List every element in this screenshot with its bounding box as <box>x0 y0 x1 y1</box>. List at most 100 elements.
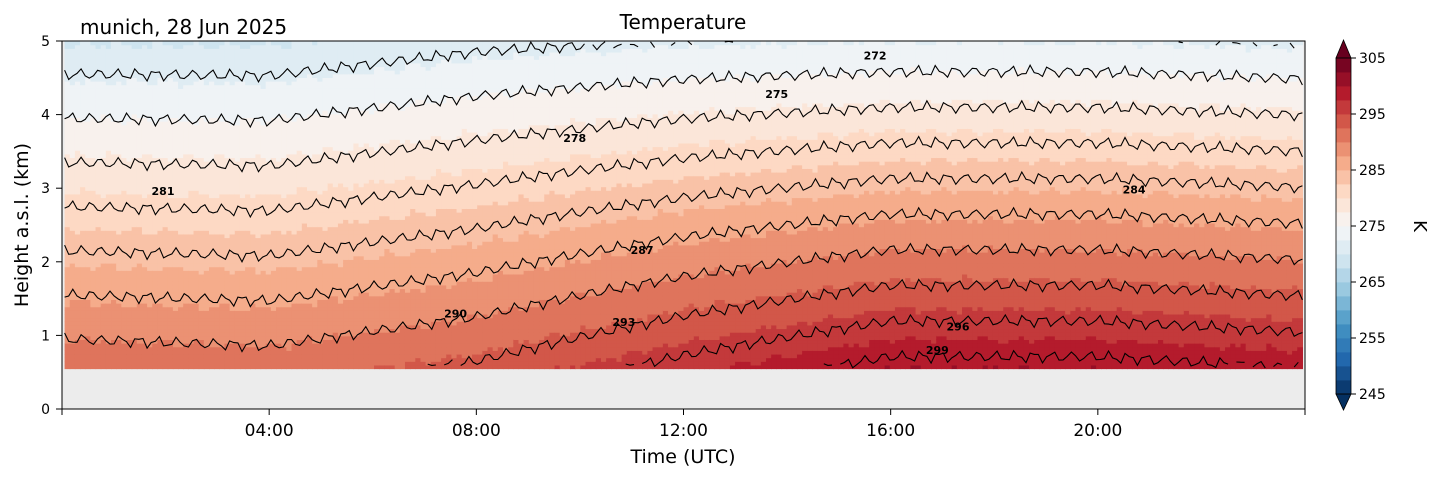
heatmap-cell <box>327 121 334 126</box>
heatmap-cell <box>157 190 164 195</box>
heatmap-cell <box>178 91 184 97</box>
heatmap-cell <box>85 146 91 151</box>
heatmap-cell <box>183 270 189 275</box>
heatmap-cell <box>327 262 334 268</box>
heatmap-cell <box>152 266 159 271</box>
heatmap-cell <box>167 255 174 260</box>
heatmap-cell <box>147 237 153 242</box>
heatmap-cell <box>193 135 200 140</box>
heatmap-cell <box>307 84 313 89</box>
heatmap-cell <box>198 273 205 279</box>
heatmap-cell <box>85 237 91 242</box>
heatmap-cell <box>141 95 148 100</box>
heatmap-cell <box>172 142 179 148</box>
heatmap-cell <box>157 252 164 257</box>
heatmap-cell <box>229 44 236 49</box>
heatmap-cell <box>203 193 210 199</box>
heatmap-cell <box>332 346 339 351</box>
heatmap-cell <box>90 212 97 217</box>
heatmap-cell <box>214 161 220 166</box>
heatmap-cell <box>80 182 86 188</box>
heatmap-cell <box>64 186 71 191</box>
heatmap-cell <box>229 295 236 300</box>
heatmap-cell <box>276 324 282 330</box>
heatmap-cell <box>198 157 205 162</box>
heatmap-cell <box>343 273 349 279</box>
heatmap-cell <box>167 121 174 126</box>
heatmap-cell <box>307 277 313 282</box>
heatmap-cell <box>337 48 344 53</box>
heatmap-cell <box>80 343 86 348</box>
heatmap-cell <box>80 91 86 97</box>
heatmap-cell <box>296 346 303 351</box>
heatmap-cell <box>245 237 251 242</box>
heatmap-cell <box>141 117 148 122</box>
heatmap-cell <box>147 124 153 129</box>
heatmap-cell <box>136 157 143 162</box>
heatmap-cell <box>116 124 122 129</box>
heatmap-cell <box>131 266 138 271</box>
heatmap-cell <box>219 230 226 235</box>
heatmap-cell <box>74 270 81 275</box>
heatmap-cell <box>327 106 334 111</box>
heatmap-cell <box>229 201 236 206</box>
heatmap-cell <box>126 241 133 246</box>
heatmap-cell <box>296 332 303 337</box>
heatmap-cell <box>332 84 339 89</box>
heatmap-cell <box>162 128 169 133</box>
heatmap-cell <box>188 215 195 220</box>
heatmap-cell <box>90 84 97 89</box>
heatmap-cell <box>317 106 324 111</box>
heatmap-cell <box>219 164 226 169</box>
heatmap-cell <box>183 208 189 213</box>
heatmap-cell <box>229 128 236 133</box>
heatmap-cell <box>260 324 267 330</box>
heatmap-cell <box>348 364 355 370</box>
heatmap-cell <box>162 277 169 282</box>
heatmap-cell <box>270 179 277 184</box>
heatmap-cell <box>312 186 318 191</box>
heatmap-cell <box>100 48 107 53</box>
heatmap-cell <box>224 128 231 133</box>
heatmap-cell <box>307 41 313 46</box>
heatmap-cell <box>239 164 246 169</box>
heatmap-cell <box>172 241 179 246</box>
heatmap-cell <box>90 219 97 224</box>
heatmap-cell <box>167 62 174 68</box>
heatmap-cell <box>322 59 329 64</box>
heatmap-cell <box>188 303 195 308</box>
heatmap-cell <box>126 135 133 140</box>
heatmap-cell <box>307 113 313 119</box>
heatmap-cell <box>276 259 282 264</box>
heatmap-cell <box>136 161 143 166</box>
heatmap-cell <box>69 131 76 137</box>
heatmap-cell <box>332 135 339 140</box>
heatmap-cell <box>291 201 298 206</box>
heatmap-cell <box>74 44 81 49</box>
heatmap-cell <box>193 201 200 206</box>
heatmap-cell <box>260 73 267 78</box>
heatmap-cell <box>327 113 334 119</box>
heatmap-cell <box>167 88 174 93</box>
heatmap-cell <box>100 70 107 75</box>
heatmap-cell <box>260 364 267 370</box>
heatmap-cell <box>219 190 226 195</box>
heatmap-cell <box>121 324 128 330</box>
heatmap-cell <box>281 81 287 86</box>
heatmap-cell <box>327 248 334 253</box>
heatmap-cell <box>281 48 287 53</box>
heatmap-cell <box>307 117 313 122</box>
heatmap-cell <box>307 270 313 275</box>
heatmap-cell <box>307 339 313 344</box>
heatmap-cell <box>307 292 313 297</box>
heatmap-cell <box>147 182 153 188</box>
heatmap-cell <box>322 281 329 286</box>
heatmap-cell <box>245 244 251 250</box>
heatmap-cell <box>239 113 246 119</box>
heatmap-cell <box>178 81 184 86</box>
heatmap-cell <box>172 73 179 78</box>
heatmap-cell <box>214 295 220 300</box>
heatmap-cell <box>111 164 117 169</box>
heatmap-cell <box>291 317 298 322</box>
heatmap-cell <box>270 153 277 159</box>
